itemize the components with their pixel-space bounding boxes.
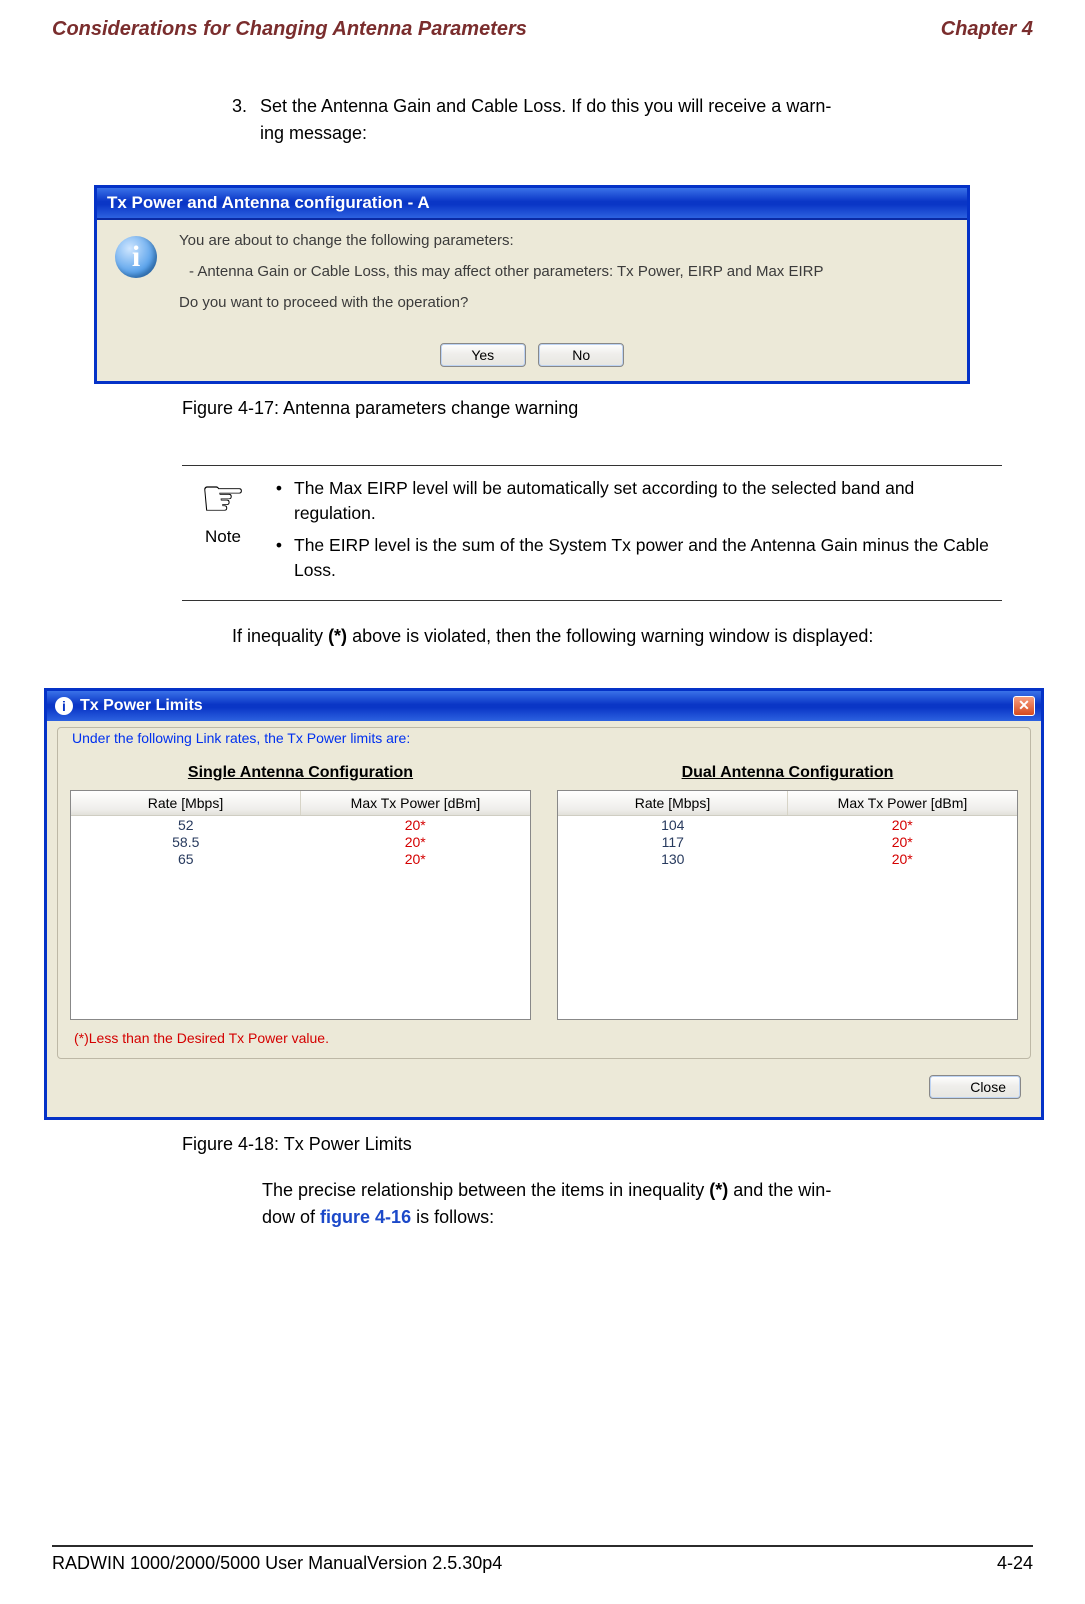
yes-button[interactable]: Yes xyxy=(440,343,526,367)
table-row: 11720* xyxy=(558,833,1017,850)
col-power: Max Tx Power [dBm] xyxy=(301,791,530,815)
group-title: Under the following Link rates, the Tx P… xyxy=(72,730,1018,746)
dialog1-message: You are about to change the following pa… xyxy=(179,232,823,325)
note-label: Note xyxy=(205,527,241,546)
dual-heading: Dual Antenna Configuration xyxy=(557,764,1018,782)
single-grid: Rate [Mbps] Max Tx Power [dBm] 5220* 58.… xyxy=(70,790,531,1020)
figure-link[interactable]: figure 4-16 xyxy=(320,1207,411,1227)
close-icon[interactable]: ✕ xyxy=(1013,696,1035,716)
table-row: 10420* xyxy=(558,816,1017,833)
antenna-change-dialog: Tx Power and Antenna configuration - A i… xyxy=(94,185,970,384)
step-text: Set the Antenna Gain and Cable Loss. If … xyxy=(260,93,831,147)
page-header: Considerations for Changing Antenna Para… xyxy=(52,18,1033,41)
dialog2-title: Tx Power Limits xyxy=(80,697,203,715)
step-number: 3. xyxy=(232,93,260,147)
inequality-text: If inequality (*) above is violated, the… xyxy=(232,623,1002,650)
col-rate: Rate [Mbps] xyxy=(71,791,301,815)
table-row: 13020* xyxy=(558,850,1017,867)
dual-antenna-column: Dual Antenna Configuration Rate [Mbps] M… xyxy=(557,764,1018,1020)
step-3: 3. Set the Antenna Gain and Cable Loss. … xyxy=(232,93,1033,147)
footer-right: 4-24 xyxy=(997,1553,1033,1574)
info-icon: i xyxy=(115,236,157,278)
tx-power-limits-dialog: i Tx Power Limits ✕ Under the following … xyxy=(44,688,1044,1120)
figure-4-18-caption: Figure 4-18: Tx Power Limits xyxy=(182,1134,1033,1155)
figure-4-17-caption: Figure 4-17: Antenna parameters change w… xyxy=(182,398,1033,419)
pointing-hand-icon: ☞ xyxy=(182,476,264,523)
note-bullet-1: The Max EIRP level will be automatically… xyxy=(294,476,998,527)
header-right: Chapter 4 xyxy=(941,18,1033,41)
note-block: ☞ Note •The Max EIRP level will be autom… xyxy=(182,465,1002,601)
single-heading: Single Antenna Configuration xyxy=(70,764,531,782)
single-antenna-column: Single Antenna Configuration Rate [Mbps]… xyxy=(70,764,531,1020)
col-power: Max Tx Power [dBm] xyxy=(788,791,1017,815)
table-row: 6520* xyxy=(71,850,530,867)
close-button[interactable]: Close xyxy=(929,1075,1021,1099)
closing-text: The precise relationship between the ite… xyxy=(262,1177,1002,1231)
footer-left: RADWIN 1000/2000/5000 User ManualVersion… xyxy=(52,1553,502,1574)
dialog1-titlebar: Tx Power and Antenna configuration - A xyxy=(97,188,967,220)
titlebar-info-icon: i xyxy=(55,697,73,715)
col-rate: Rate [Mbps] xyxy=(558,791,788,815)
table-row: 5220* xyxy=(71,816,530,833)
dialog2-titlebar: i Tx Power Limits ✕ xyxy=(47,691,1041,721)
dual-grid: Rate [Mbps] Max Tx Power [dBm] 10420* 11… xyxy=(557,790,1018,1020)
limits-group-box: Under the following Link rates, the Tx P… xyxy=(57,727,1031,1059)
header-left: Considerations for Changing Antenna Para… xyxy=(52,18,527,41)
table-row: 58.520* xyxy=(71,833,530,850)
footnote: (*)Less than the Desired Tx Power value. xyxy=(74,1030,1018,1046)
page-footer: RADWIN 1000/2000/5000 User ManualVersion… xyxy=(52,1545,1033,1574)
note-bullet-2: The EIRP level is the sum of the System … xyxy=(294,533,998,584)
no-button[interactable]: No xyxy=(538,343,624,367)
